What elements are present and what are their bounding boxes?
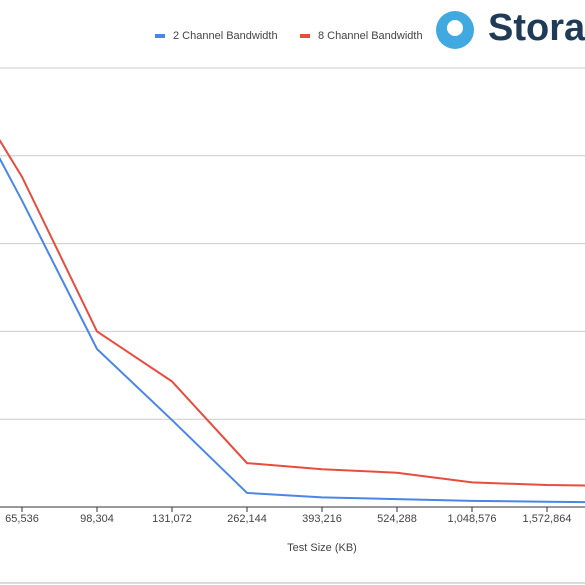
x-tick-label: 98,304 xyxy=(80,513,114,525)
x-tick-label: 131,072 xyxy=(152,513,192,525)
series-line xyxy=(0,138,585,487)
legend-label: 2 Channel Bandwidth xyxy=(173,30,278,42)
x-tick-label: 1,572,864 xyxy=(523,513,572,525)
series-line xyxy=(0,156,585,504)
logo-icon-hole xyxy=(447,20,463,36)
x-tick-label: 65,536 xyxy=(5,513,39,525)
x-tick-label: 1,048,576 xyxy=(448,513,497,525)
logo-text: Storag xyxy=(488,7,585,49)
legend-label: 8 Channel Bandwidth xyxy=(318,30,423,42)
x-tick-label: 262,144 xyxy=(227,513,267,525)
x-axis-title: Test Size (KB) xyxy=(287,542,357,554)
x-tick-label: 524,288 xyxy=(377,513,417,525)
x-tick-label: 393,216 xyxy=(302,513,342,525)
